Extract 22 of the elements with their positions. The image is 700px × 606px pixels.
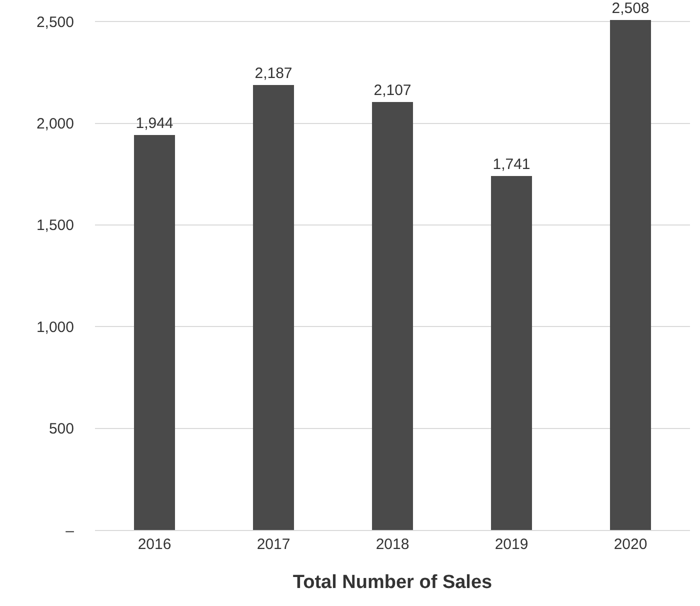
- y-tick-label: 1,000: [36, 318, 74, 336]
- data-label: 2,187: [254, 65, 292, 82]
- bar: [134, 135, 175, 530]
- bar: [610, 20, 651, 530]
- x-tick-label: 2019: [494, 536, 528, 553]
- x-tick-label: 2018: [376, 536, 410, 553]
- bar: [372, 102, 413, 530]
- bar: [253, 85, 294, 530]
- x-tick-label: 2016: [138, 536, 172, 553]
- x-axis-title: Total Number of Sales: [292, 572, 492, 593]
- data-label: 2,508: [612, 0, 650, 17]
- y-tick-label: 1,500: [36, 217, 74, 234]
- y-tick-label: 2,500: [36, 14, 74, 31]
- bar: [491, 176, 532, 530]
- y-tick-label: –: [66, 522, 75, 540]
- x-tick-label: 2020: [614, 536, 648, 553]
- x-tick-label: 2017: [256, 536, 290, 553]
- y-tick-label: 2,000: [36, 116, 74, 133]
- y-tick-label: 500: [48, 420, 74, 438]
- data-label: 1,741: [492, 156, 530, 173]
- data-label: 2,107: [374, 82, 412, 99]
- data-label: 1,944: [136, 115, 174, 132]
